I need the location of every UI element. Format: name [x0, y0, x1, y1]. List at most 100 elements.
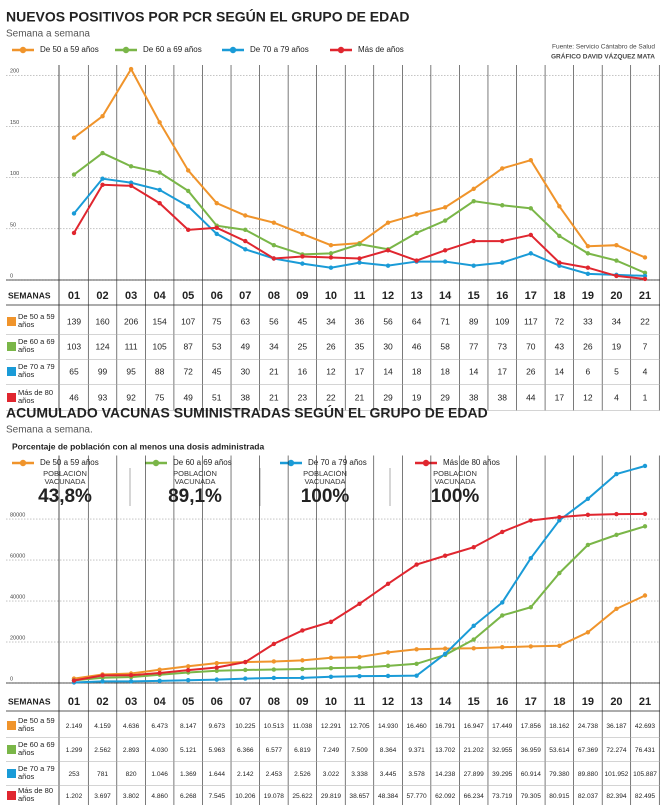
data-point [128, 164, 134, 169]
table-cell: 107 [181, 316, 195, 326]
table-cell: 65 [69, 366, 79, 376]
table-cell: 7.509 [351, 747, 368, 754]
data-point [414, 562, 419, 567]
table-cell: 70 [526, 341, 536, 351]
table-cell: 2.893 [123, 747, 140, 754]
x-tick-label: 07 [239, 696, 251, 708]
credit: GRÁFICO DAVID VÁZQUEZ MATA [551, 52, 655, 61]
table-cell: 7.249 [323, 747, 340, 754]
table-cell: 45 [212, 366, 222, 376]
table-cell: 1.202 [66, 793, 83, 800]
data-point [243, 213, 248, 218]
data-point [642, 255, 648, 260]
data-point [442, 646, 448, 651]
table-cell: 38 [498, 392, 508, 402]
table-cell: 1.644 [208, 771, 225, 778]
data-point [471, 186, 476, 192]
table-cell: 10.206 [235, 793, 256, 800]
data-point [614, 532, 619, 538]
stat-label: POBLACIÓN VACUNADA [433, 470, 477, 486]
data-point [157, 667, 162, 672]
data-point [300, 675, 305, 681]
table-cell: 4 [614, 392, 619, 402]
x-tick-label: 14 [439, 290, 452, 302]
data-point [243, 227, 248, 233]
table-cell: 12.291 [321, 723, 342, 730]
stat-label-box: POBLACIÓN VACUNADA [43, 470, 87, 486]
table-cell: 49 [241, 341, 251, 351]
table-cell: 44 [526, 392, 536, 402]
table-cell: 46 [69, 392, 79, 402]
table-cell: 1 [643, 392, 648, 402]
data-point [471, 623, 476, 629]
table-cell: 16.947 [464, 723, 485, 730]
table-cell: 17.856 [521, 723, 542, 730]
table-cell: 82.495 [635, 793, 656, 800]
data-point [557, 260, 562, 265]
stat-label: POBLACIÓN VACUNADA [303, 470, 347, 486]
data-point [300, 254, 305, 259]
table-cell: 29.819 [321, 793, 342, 800]
data-point [71, 135, 77, 140]
table-cell: 117 [524, 316, 538, 326]
table-cell: 2.142 [237, 771, 254, 778]
stat-value: 100% [431, 486, 480, 507]
table-cell: 34 [612, 316, 622, 326]
table-cell: 2.149 [66, 723, 83, 730]
table-cell: 12 [326, 366, 336, 376]
table-cell: 4.860 [151, 793, 168, 800]
data-point [243, 667, 248, 673]
data-point [357, 241, 362, 247]
table-cell: 67.369 [578, 747, 599, 754]
table-cell: 75 [155, 392, 165, 402]
data-point [642, 463, 648, 469]
table-cell: 8.364 [380, 747, 397, 754]
data-point [585, 244, 591, 249]
data-point [328, 242, 334, 248]
data-point [71, 678, 77, 683]
legend-swatch [19, 459, 27, 467]
legend-swatch [422, 459, 430, 467]
table-cell: 124 [95, 341, 109, 351]
data-point [328, 665, 334, 671]
table-cell: 3.802 [123, 793, 140, 800]
table-cell: 6.366 [237, 747, 254, 754]
data-point [528, 232, 533, 238]
data-point [557, 233, 562, 239]
table-cell: 7 [643, 341, 648, 351]
series-line [73, 67, 646, 259]
data-point [157, 120, 162, 125]
table-cell: 64 [412, 316, 422, 326]
x-tick-label: 14 [439, 696, 452, 708]
data-point [471, 545, 476, 550]
y-tick-label: 20000 [10, 635, 25, 641]
table-cell: 4.030 [151, 747, 168, 754]
data-point [157, 201, 162, 206]
x-tick-label: 03 [125, 696, 137, 708]
data-point [271, 242, 277, 248]
data-point [442, 248, 448, 253]
row-swatch [7, 342, 16, 351]
x-tick-label: 21 [639, 290, 651, 302]
y-tick-label: 0 [10, 273, 13, 279]
data-point [528, 605, 533, 610]
data-point [157, 170, 162, 175]
y-tick-label: 0 [10, 676, 13, 682]
legend-label: De 70 a 79 años [308, 458, 367, 467]
data-point [157, 678, 162, 684]
row-swatch [7, 791, 16, 800]
source: Fuente: Servicio Cántabro de Salud [552, 44, 655, 51]
data-point [214, 231, 219, 237]
row-label: De 60 a 69 años [18, 338, 55, 354]
table-cell: 111 [125, 341, 138, 351]
data-point [500, 613, 505, 618]
data-point [585, 265, 591, 270]
x-tick-label: 18 [553, 290, 565, 302]
y-tick-label: 150 [10, 120, 19, 126]
data-point [642, 524, 648, 529]
data-point [243, 676, 248, 681]
row-label: De 60 a 69 años [18, 741, 55, 757]
data-point [557, 263, 562, 268]
table-cell: 29 [440, 392, 450, 402]
data-point [414, 230, 419, 236]
